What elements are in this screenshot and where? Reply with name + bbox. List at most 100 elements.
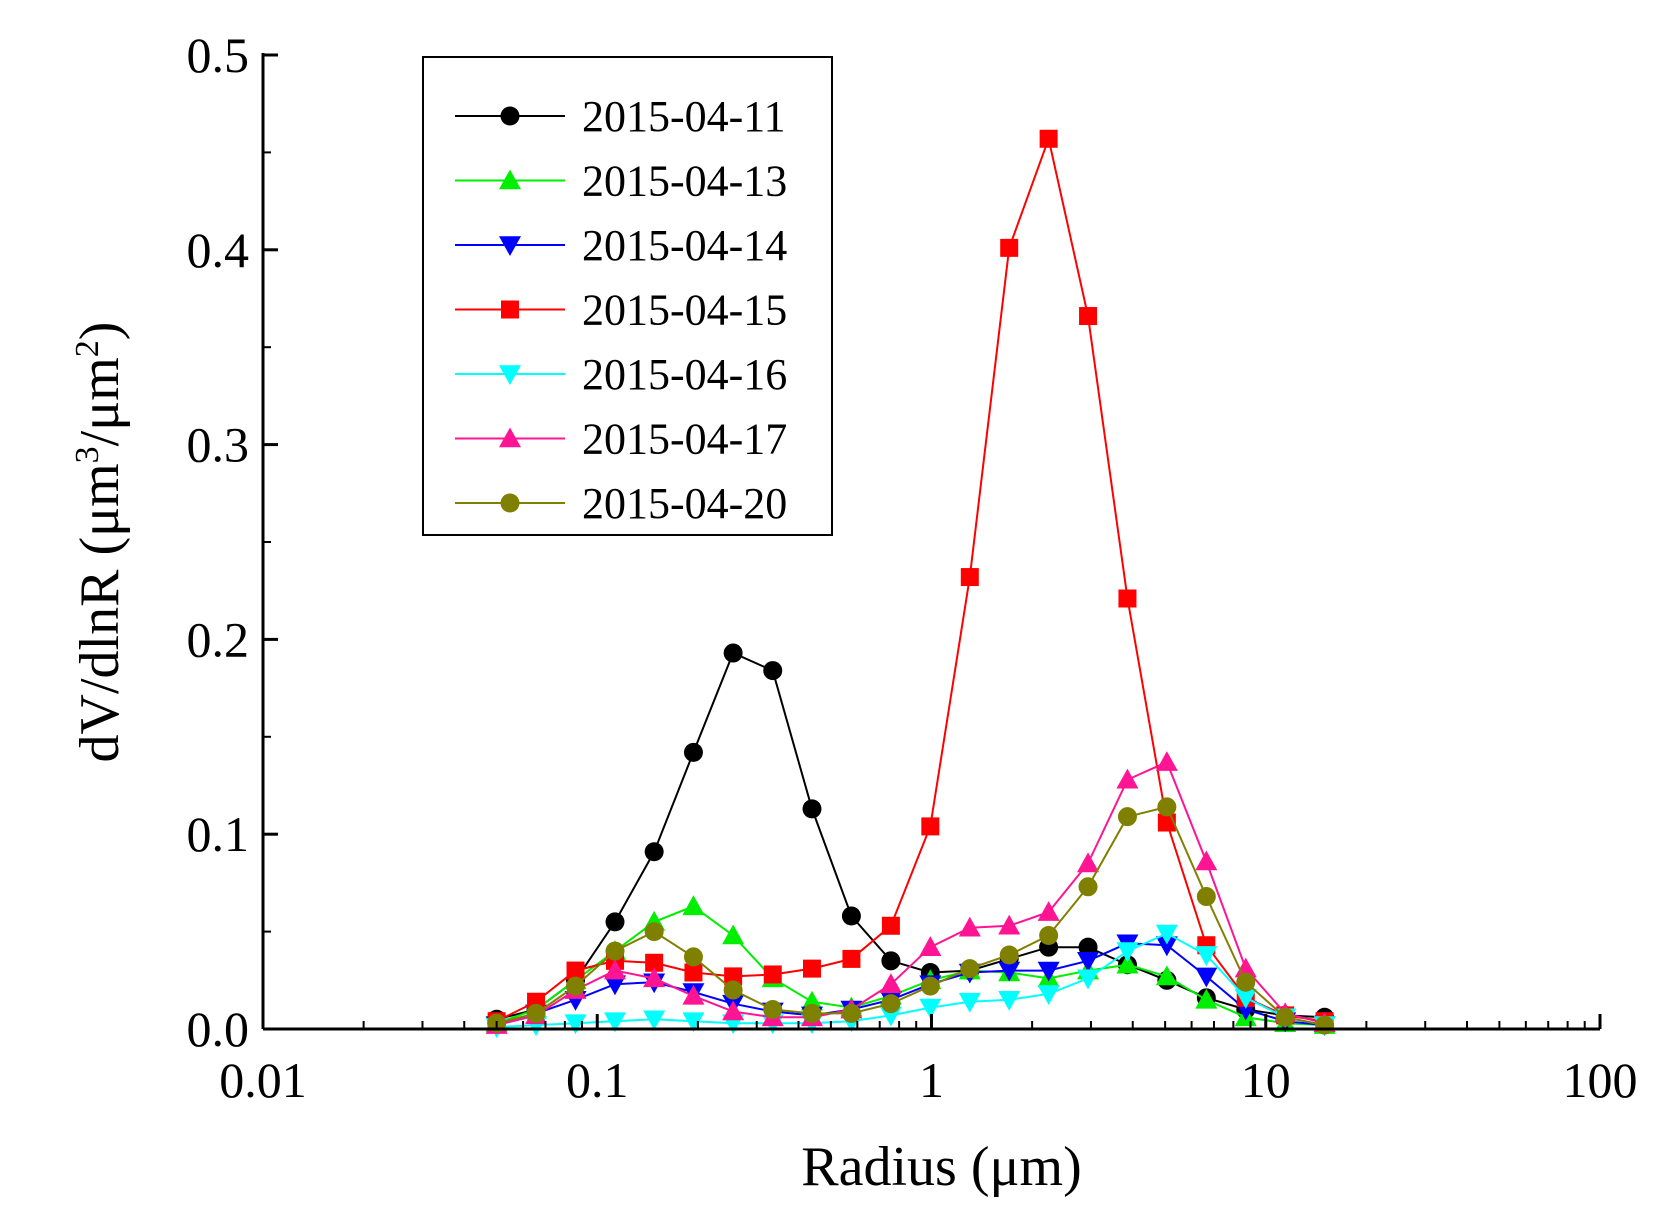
legend-label: 2015-04-13	[582, 157, 787, 206]
data-point	[1037, 961, 1060, 982]
data-point	[1315, 1015, 1335, 1035]
data-point	[1079, 307, 1098, 326]
legend-item: 2015-04-20	[455, 479, 787, 528]
legend-label: 2015-04-14	[582, 221, 787, 270]
legend-item: 2015-04-11	[455, 92, 786, 141]
data-point	[958, 992, 981, 1013]
data-point	[919, 998, 942, 1019]
data-point	[958, 916, 981, 937]
data-point	[723, 643, 743, 663]
data-point	[1195, 988, 1218, 1009]
data-point	[960, 568, 979, 587]
data-point	[564, 1014, 587, 1035]
data-point	[999, 945, 1019, 965]
data-point	[724, 967, 743, 986]
data-point	[1117, 807, 1137, 827]
series-line	[496, 942, 1325, 1027]
data-point	[881, 994, 901, 1014]
data-point	[683, 947, 703, 967]
legend-marker	[499, 169, 521, 190]
legend-item: 2015-04-17	[455, 415, 787, 464]
data-point	[643, 967, 666, 988]
legend-label: 2015-04-16	[582, 350, 787, 399]
data-point	[1037, 985, 1060, 1005]
data-point	[1077, 852, 1100, 873]
data-point	[763, 965, 782, 984]
data-point	[644, 922, 664, 942]
data-point	[684, 963, 703, 982]
legend-marker	[501, 300, 519, 319]
data-point	[1155, 924, 1178, 945]
data-point	[881, 951, 901, 971]
data-point	[841, 906, 861, 926]
legend-item: 2015-04-13	[455, 157, 787, 206]
x-tick-label: 0.01	[219, 1052, 307, 1108]
data-point	[566, 976, 586, 996]
data-point	[603, 1012, 626, 1033]
data-point	[921, 817, 940, 836]
data-point	[682, 984, 705, 1005]
x-tick-label: 100	[1563, 1052, 1638, 1108]
data-point	[603, 975, 626, 996]
y-axis-title: dV/dlnR (μm3/μm2)	[69, 322, 131, 763]
legend-item: 2015-04-15	[455, 286, 787, 335]
data-point	[643, 1010, 666, 1031]
data-point	[644, 842, 664, 862]
y-tick-label: 0.0	[187, 1001, 250, 1057]
data-point	[802, 799, 822, 819]
series-line	[496, 932, 1325, 1029]
data-point	[802, 1003, 822, 1023]
series-line	[496, 905, 1325, 1027]
data-point	[722, 1000, 745, 1021]
legend-marker	[499, 427, 521, 448]
data-point	[1116, 942, 1139, 963]
y-tick-label: 0.5	[187, 27, 250, 83]
y-title-prefix: dV/dlnR (μm	[69, 463, 131, 762]
legend-label: 2015-04-17	[582, 415, 787, 464]
y-title-suffix: )	[69, 322, 131, 341]
data-point	[1078, 937, 1098, 957]
data-point	[879, 973, 902, 993]
data-point	[605, 941, 625, 961]
data-point	[920, 976, 940, 996]
data-point	[1118, 589, 1137, 608]
data-point	[998, 914, 1021, 935]
data-point	[1077, 969, 1100, 990]
data-point	[1039, 925, 1059, 945]
legend-marker	[499, 236, 521, 256]
legend-label: 2015-04-20	[582, 479, 787, 528]
data-point	[763, 661, 783, 681]
data-point	[1078, 877, 1098, 897]
y-title-sup-2: 2	[69, 340, 106, 357]
legend-marker	[500, 493, 520, 513]
legend-marker	[499, 365, 521, 385]
data-point	[1196, 887, 1216, 907]
y-title-sup-1: 3	[69, 446, 106, 463]
data-point	[998, 990, 1021, 1011]
y-tick-label: 0.4	[187, 222, 250, 278]
data-point	[723, 980, 743, 1000]
series-line	[496, 760, 1325, 1027]
data-point	[841, 1003, 861, 1023]
legend-label: 2015-04-11	[582, 92, 786, 141]
data-point	[1155, 936, 1178, 957]
data-point	[1195, 946, 1218, 966]
data-point	[1195, 850, 1218, 871]
x-tick-label: 1	[919, 1052, 944, 1108]
data-point	[1077, 952, 1100, 972]
data-point	[763, 1000, 783, 1020]
x-tick-label: 10	[1241, 1052, 1291, 1108]
data-point	[919, 936, 942, 956]
x-axis-title: Radius (μm)	[801, 1136, 1081, 1198]
data-point	[603, 959, 626, 980]
legend-box	[422, 56, 833, 536]
data-point	[1155, 965, 1178, 986]
data-point	[722, 924, 745, 945]
data-point	[566, 961, 585, 980]
legend-marker	[500, 106, 520, 126]
legend-item: 2015-04-16	[455, 350, 787, 399]
data-point	[1155, 751, 1178, 771]
data-point	[1275, 1007, 1295, 1027]
data-point	[526, 1003, 546, 1023]
